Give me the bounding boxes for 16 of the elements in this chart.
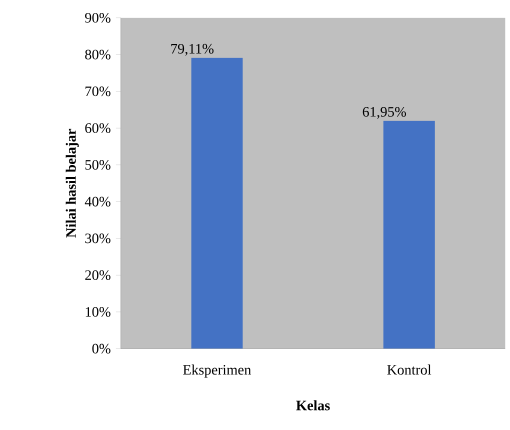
data-label: 61,95% bbox=[362, 107, 406, 119]
y-tick-label: 0% bbox=[92, 344, 110, 354]
y-tick-label: 60% bbox=[85, 123, 110, 134]
y-tick-label: 90% bbox=[85, 13, 110, 23]
y-tick-label: 80% bbox=[85, 50, 110, 60]
y-tick-label: 40% bbox=[84, 196, 110, 207]
y-axis-title: Nilai hasil belajar bbox=[66, 128, 79, 238]
y-tick-label: 70% bbox=[86, 86, 110, 96]
x-tick-label: Eksperimen bbox=[183, 364, 252, 378]
x-tick-label: Kontrol bbox=[387, 364, 432, 375]
data-label: 79,11% bbox=[171, 44, 214, 56]
y-tick-label: 10% bbox=[86, 307, 110, 317]
y-tick-label: 50% bbox=[85, 160, 110, 170]
y-tick-label: 20% bbox=[85, 270, 110, 280]
x-axis-title: Kelas bbox=[296, 400, 330, 410]
y-tick-label: 30% bbox=[85, 234, 110, 244]
